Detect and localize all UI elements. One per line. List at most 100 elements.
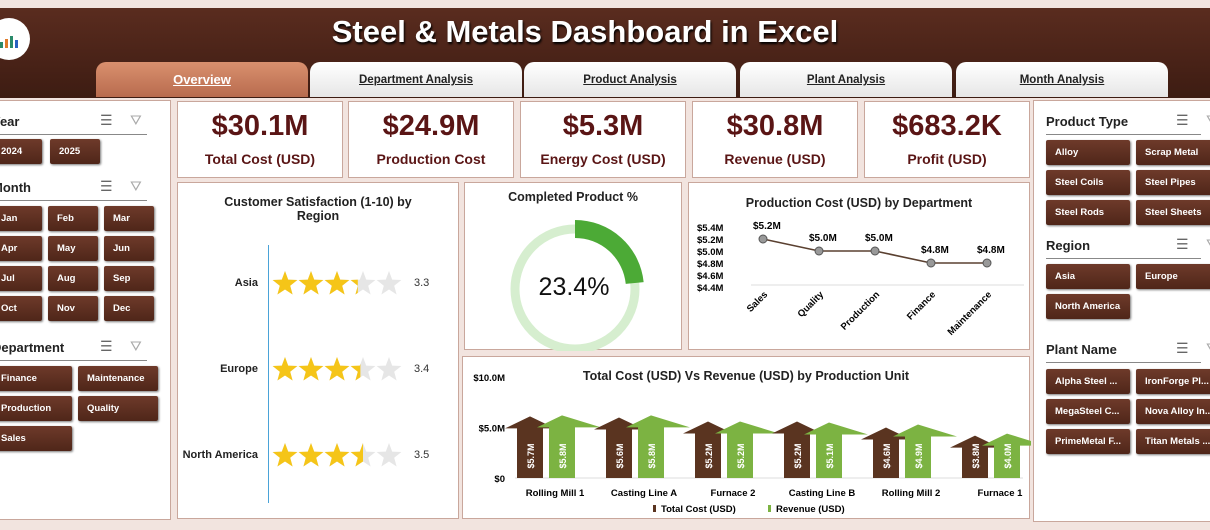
slicer-item-region[interactable]: Asia	[1046, 264, 1130, 289]
star-filled-icon	[298, 443, 324, 467]
tab-department-analysis[interactable]: Department Analysis	[310, 62, 522, 97]
slicer-title-region: Region	[1046, 238, 1091, 253]
x-tick-label: Rolling Mill 1	[526, 488, 585, 499]
slicer-item-month[interactable]: Jun	[104, 236, 154, 261]
slicer-item-department[interactable]: Quality	[78, 396, 158, 421]
category-label: North America	[182, 449, 258, 461]
x-tick-label: Maintenance	[946, 289, 994, 337]
bar-total-cost	[950, 435, 1000, 478]
slicer-item-plant-name[interactable]: MegaSteel C...	[1046, 399, 1130, 424]
slicer-title-department: Department	[0, 340, 65, 355]
multi-select-icon[interactable]: ☰	[1176, 340, 1189, 356]
slicer-item-product-type[interactable]: Steel Pipes	[1136, 170, 1210, 195]
bar-revenue	[537, 415, 601, 478]
slicer-title-plant-name: Plant Name	[1046, 342, 1117, 357]
star-rating	[272, 271, 402, 295]
slicer-item-plant-name[interactable]: IronForge Pl...	[1136, 369, 1210, 394]
slicer-item-plant-name[interactable]: PrimeMetal F...	[1046, 429, 1130, 454]
x-tick-label: Casting Line A	[611, 488, 677, 499]
slicer-item-month[interactable]: Feb	[48, 206, 98, 231]
slicer-item-department[interactable]: Maintenance	[78, 366, 158, 391]
slicer-item-plant-name[interactable]: Nova Alloy In...	[1136, 399, 1210, 424]
kpi-label: Energy Cost (USD)	[540, 151, 666, 167]
kpi-value: $30.1M	[211, 110, 309, 142]
donut-svg	[506, 220, 644, 351]
slicer-item-department[interactable]: Sales	[0, 426, 72, 451]
slicer-item-month[interactable]: Oct	[0, 296, 42, 321]
slicer-item-month[interactable]: Dec	[104, 296, 154, 321]
slicer-item-product-type[interactable]: Steel Sheets	[1136, 200, 1210, 225]
slicer-item-region[interactable]: Europe	[1136, 264, 1210, 289]
chart-title: Completed Product %	[508, 190, 638, 204]
star-empty-icon	[376, 443, 402, 467]
slicer-item-year[interactable]: 2025	[50, 139, 100, 164]
y-tick-label: $5.4M	[697, 223, 723, 234]
slicer-item-region[interactable]: North America	[1046, 294, 1130, 319]
clear-filter-icon[interactable]: ⛛	[1206, 340, 1210, 357]
category-label: Europe	[220, 363, 258, 375]
slicer-item-month[interactable]: Jul	[0, 266, 42, 291]
slicer-item-product-type[interactable]: Scrap Metal	[1136, 140, 1210, 165]
clear-filter-icon[interactable]: ⛛	[130, 338, 142, 354]
slicer-item-month[interactable]: Mar	[104, 206, 154, 231]
bar-value-label: $5.8M	[647, 443, 657, 468]
tab-product-analysis[interactable]: Product Analysis	[524, 62, 736, 97]
slicer-item-month[interactable]: Sep	[104, 266, 154, 291]
multi-select-icon[interactable]: ☰	[1176, 112, 1189, 128]
satisfaction-chart: Customer Satisfaction (1-10) by Region A…	[177, 182, 459, 519]
slicer-item-month[interactable]: Jan	[0, 206, 42, 231]
slicer-item-department[interactable]: Production	[0, 396, 72, 421]
legend-label: Revenue (USD)	[776, 504, 845, 515]
star-filled-icon	[272, 357, 298, 381]
multi-select-icon[interactable]: ☰	[1176, 236, 1189, 252]
kpi-value: $683.2K	[892, 110, 1002, 142]
slicer-item-month[interactable]: Nov	[48, 296, 98, 321]
slicer-item-month[interactable]: Apr	[0, 236, 42, 261]
tab-plant-analysis[interactable]: Plant Analysis	[740, 62, 952, 97]
slicer-title-year: Year	[0, 114, 20, 129]
star-filled-icon	[298, 357, 324, 381]
bar-revenue	[982, 433, 1031, 478]
bar-revenue	[626, 415, 690, 478]
slicer-item-plant-name[interactable]: Alpha Steel ...	[1046, 369, 1130, 394]
data-label: $4.8M	[977, 245, 1005, 256]
bar-value-label: $5.7M	[526, 443, 536, 468]
clear-filter-icon[interactable]: ⛛	[1206, 112, 1210, 129]
slicer-item-month[interactable]: May	[48, 236, 98, 261]
cost-revenue-chart: Total Cost (USD) Vs Revenue (USD) by Pro…	[462, 356, 1031, 519]
multi-select-icon[interactable]: ☰	[100, 338, 113, 354]
y-tick-label: $4.8M	[697, 259, 723, 270]
star-filled-icon	[324, 357, 350, 381]
kpi-profit: $683.2K Profit (USD)	[864, 101, 1030, 178]
slicer-item-month[interactable]: Aug	[48, 266, 98, 291]
kpi-production-cost: $24.9M Production Cost	[348, 101, 514, 178]
data-label: $4.8M	[921, 245, 949, 256]
multi-select-icon[interactable]: ☰	[100, 112, 113, 128]
star-empty-icon	[350, 271, 376, 295]
data-label: $5.0M	[809, 233, 837, 244]
bar-total-cost	[772, 421, 822, 478]
clear-filter-icon[interactable]: ⛛	[1206, 236, 1210, 253]
slicer-item-product-type[interactable]: Alloy	[1046, 140, 1130, 165]
kpi-label: Revenue (USD)	[724, 151, 826, 167]
star-filled-icon	[350, 279, 358, 295]
star-filled-icon	[350, 363, 361, 381]
multi-select-icon[interactable]: ☰	[100, 178, 113, 194]
slicer-item-department[interactable]: Finance	[0, 366, 72, 391]
y-tick-label: $5.0M	[479, 424, 505, 435]
tab-overview[interactable]: Overview	[96, 62, 308, 97]
y-tick-label: $4.4M	[697, 283, 723, 294]
kpi-total-cost: $30.1M Total Cost (USD)	[177, 101, 343, 178]
bar-value-label: $5.6M	[615, 443, 625, 468]
tab-month-analysis[interactable]: Month Analysis	[956, 62, 1168, 97]
slicer-item-product-type[interactable]: Steel Rods	[1046, 200, 1130, 225]
star-filled-icon	[324, 271, 350, 295]
slicer-item-year[interactable]: 2024	[0, 139, 42, 164]
slicer-item-plant-name[interactable]: Titan Metals ...	[1136, 429, 1210, 454]
clear-filter-icon[interactable]: ⛛	[130, 178, 142, 194]
slicer-divider	[0, 360, 147, 361]
bar-total-cost	[861, 427, 911, 478]
slicer-item-product-type[interactable]: Steel Coils	[1046, 170, 1130, 195]
clear-filter-icon[interactable]: ⛛	[130, 112, 142, 128]
kpi-revenue: $30.8M Revenue (USD)	[692, 101, 858, 178]
